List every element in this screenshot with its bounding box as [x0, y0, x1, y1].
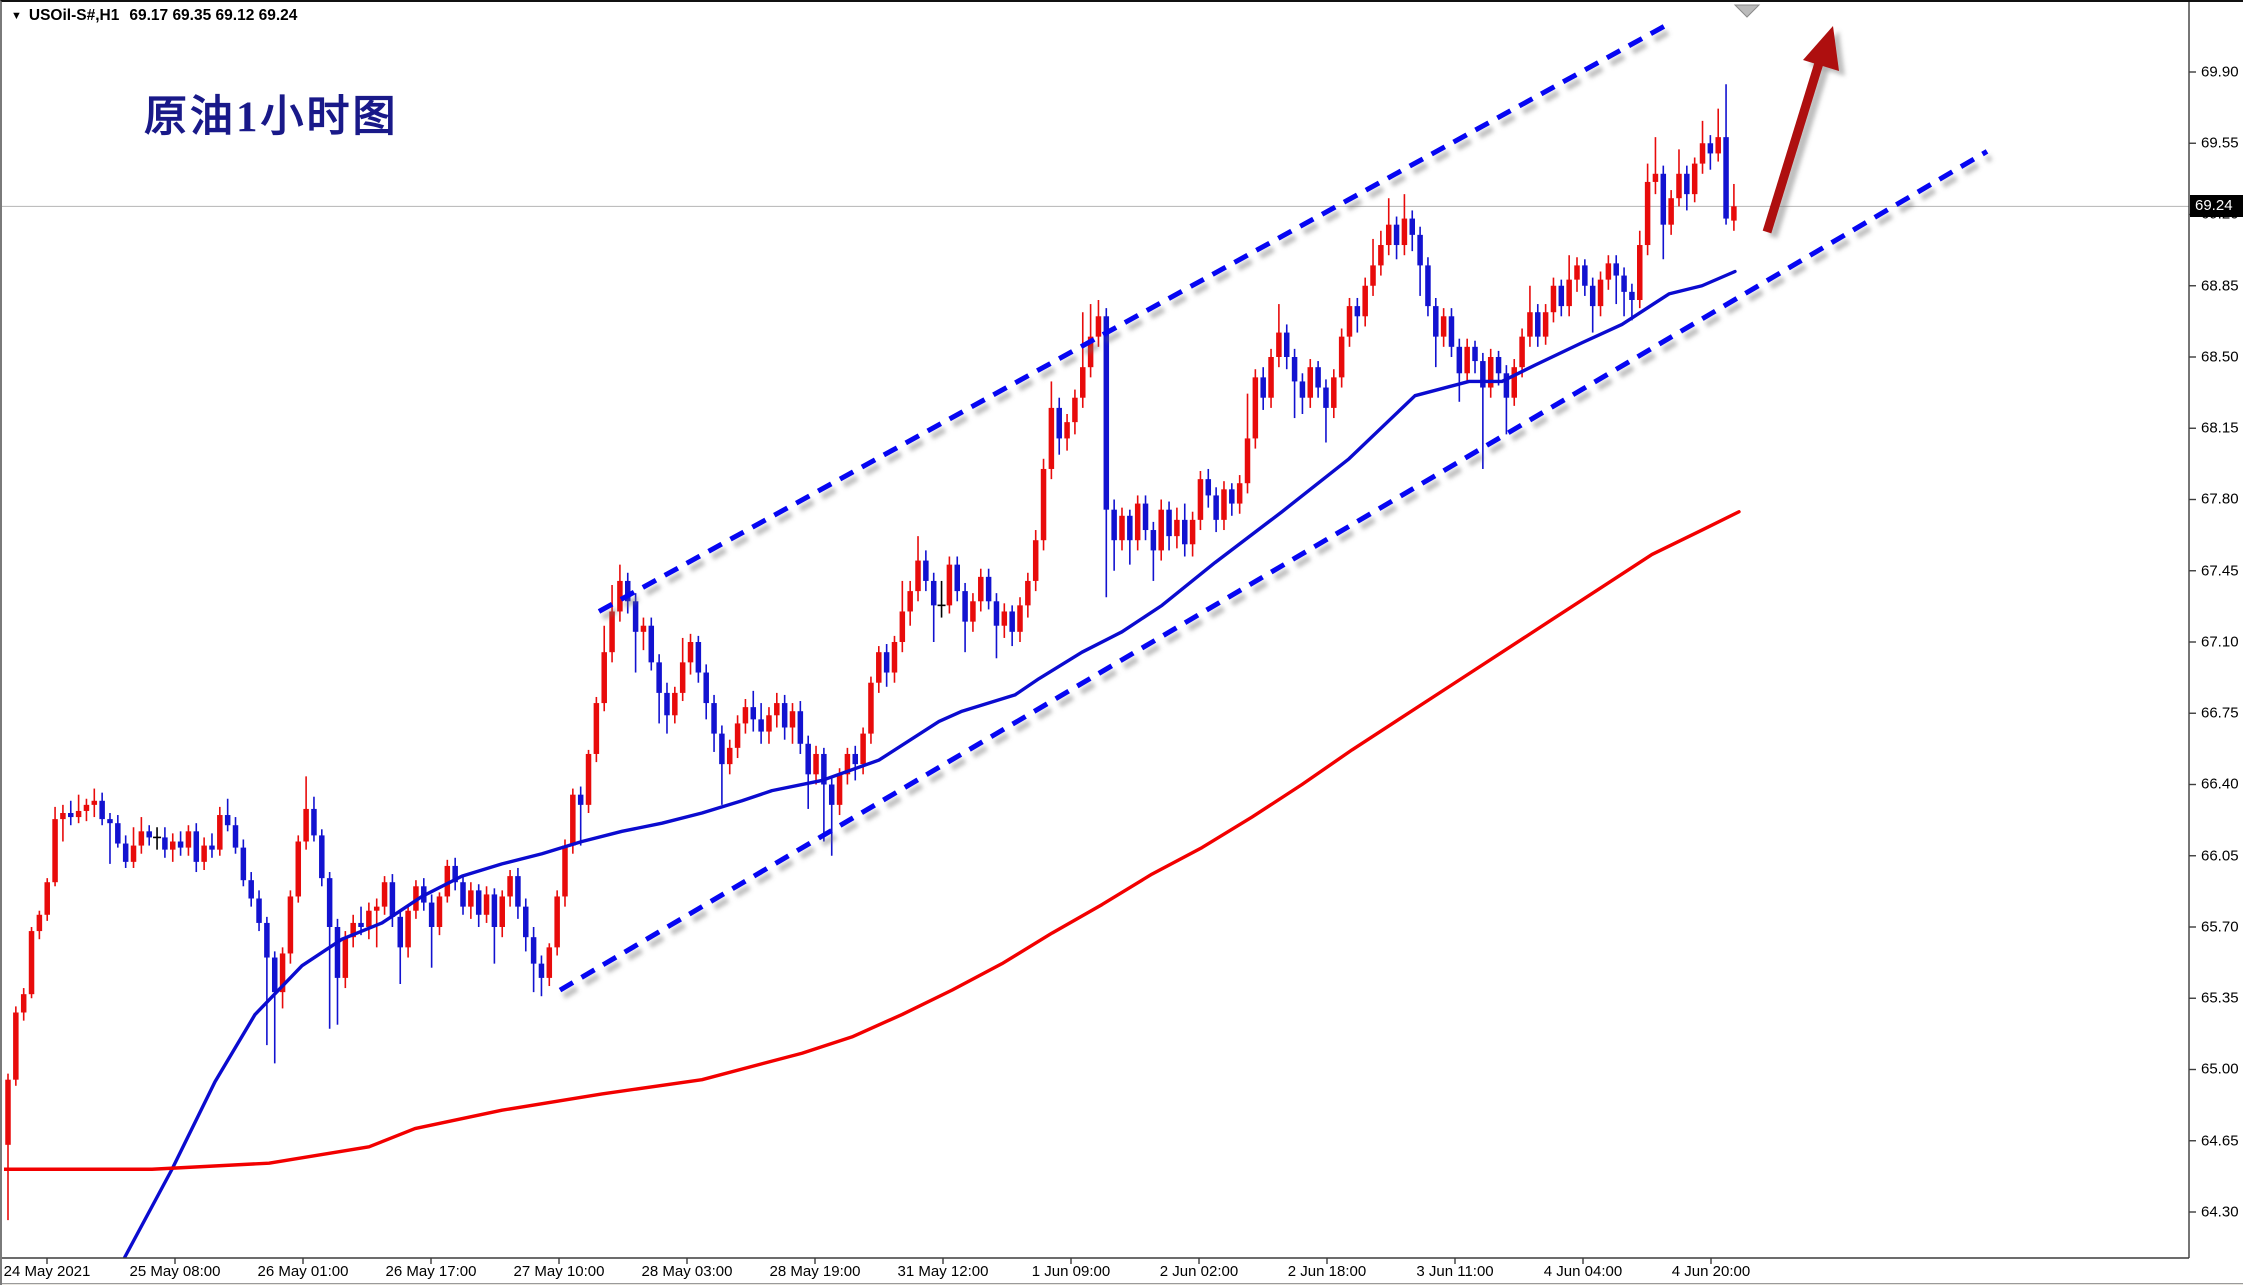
- time-axis-label: 26 May 01:00: [257, 1263, 349, 1280]
- time-axis-label: 1 Jun 09:00: [1031, 1263, 1111, 1280]
- price-axis-label: 68.85: [2201, 277, 2239, 295]
- current-price-value: 69.24: [2195, 197, 2233, 215]
- time-axis-label: 4 Jun 04:00: [1543, 1263, 1623, 1280]
- time-axis-label: 2 Jun 02:00: [1159, 1263, 1239, 1280]
- time-axis-label: 27 May 10:00: [513, 1263, 605, 1280]
- price-axis-label: 68.15: [2201, 419, 2239, 437]
- price-axis-label: 67.10: [2201, 633, 2239, 651]
- scroll-anchor-icon[interactable]: [1733, 4, 1761, 18]
- time-axis-label: 28 May 03:00: [641, 1263, 733, 1280]
- price-axis-label: 69.90: [2201, 63, 2239, 81]
- price-axis-label: 68.50: [2201, 348, 2239, 366]
- time-axis-label: 28 May 19:00: [769, 1263, 861, 1280]
- price-axis-label: 66.75: [2201, 704, 2239, 722]
- price-axis-label: 65.35: [2201, 989, 2239, 1007]
- time-axis-label: 3 Jun 11:00: [1416, 1263, 1494, 1280]
- chart-title-annotation: 原油1小时图: [144, 94, 399, 141]
- current-price-tag: 69.24: [2190, 195, 2243, 218]
- price-axis-label: 65.70: [2201, 918, 2239, 936]
- price-axis-label: 64.65: [2201, 1132, 2239, 1150]
- symbol-header: ▼ USOil-S#,H1 69.17 69.35 69.12 69.24: [11, 7, 297, 25]
- fast-ma-line[interactable]: [114, 269, 1737, 1283]
- chevron-down-icon[interactable]: ▼: [11, 10, 22, 22]
- breakout-arrow[interactable]: [1762, 26, 1839, 234]
- candles-layer: [5, 84, 1737, 1221]
- price-axis-label: 65.00: [2201, 1060, 2239, 1078]
- slow-ma-line[interactable]: [2, 510, 1741, 1171]
- symbol-timeframe-label: USOil-S#,H1: [28, 7, 120, 24]
- time-axis-label: 31 May 12:00: [897, 1263, 989, 1280]
- time-axis-label: 25 May 08:00: [129, 1263, 221, 1280]
- price-axis-label: 69.55: [2201, 134, 2239, 152]
- time-axis-label: 4 Jun 20:00: [1671, 1263, 1751, 1280]
- price-axis-label: 64.30: [2201, 1203, 2239, 1221]
- lower-channel-line[interactable]: [558, 149, 1989, 993]
- price-axis-label: 66.05: [2201, 847, 2239, 865]
- ohlc-values-label: 69.17 69.35 69.12 69.24: [129, 7, 298, 24]
- window-bottom-edge: [2, 1283, 2243, 1285]
- time-axis-label: 2 Jun 18:00: [1287, 1263, 1367, 1280]
- time-axis-label: 26 May 17:00: [385, 1263, 477, 1280]
- price-axis-label: 66.40: [2201, 775, 2239, 793]
- price-axis-label: 67.45: [2201, 562, 2239, 580]
- price-axis-label: 67.80: [2201, 490, 2239, 508]
- upper-channel-line[interactable]: [597, 20, 1672, 614]
- time-axis-label: 24 May 2021: [3, 1263, 91, 1280]
